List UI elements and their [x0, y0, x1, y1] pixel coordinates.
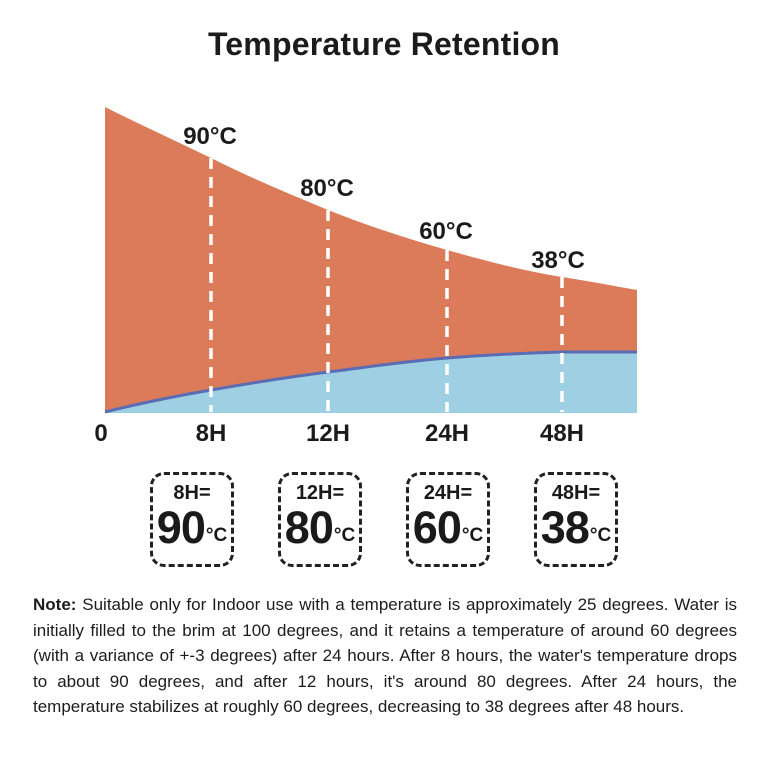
cool-band-edge-line	[104, 350, 637, 414]
area-chart-svg: 90°C 80°C 60°C 38°C 0 8H 12H 24H 48H	[94, 107, 637, 447]
x-tick-12h: 12H	[306, 420, 350, 447]
point-label-38c: 38°C	[531, 247, 585, 274]
page-title: Temperature Retention	[207, 26, 561, 62]
x-tick-0: 0	[94, 420, 107, 447]
callout-48h: 48H= 38 °C	[534, 472, 618, 567]
point-label-60c: 60°C	[419, 218, 473, 245]
temperature-callouts: 8H= 90 °C 12H= 80 °C 24H= 60 °C 48H= 38	[150, 472, 618, 567]
note-label: Note:	[33, 595, 77, 614]
cool-band-area	[105, 352, 637, 413]
note-text: Suitable only for Indoor use with a temp…	[33, 595, 737, 716]
temperature-chart: 90°C 80°C 60°C 38°C 0 8H 12H 24H 48H	[0, 90, 768, 450]
callout-temp-number: 90	[156, 501, 206, 553]
callout-temp-unit: °C	[333, 524, 356, 546]
callout-12h: 12H= 80 °C	[278, 472, 362, 567]
callout-temp-unit: °C	[461, 524, 484, 546]
callout-time-label: 48H=	[551, 481, 601, 504]
callout-value: 60 °C	[412, 501, 484, 560]
usage-note: Note: Suitable only for Indoor use with …	[33, 592, 737, 720]
hot-temperature-area	[105, 107, 637, 413]
point-label-80c: 80°C	[300, 175, 354, 202]
callout-24h: 24H= 60 °C	[406, 472, 490, 567]
point-label-90c: 90°C	[183, 123, 237, 150]
callout-time-label: 24H=	[423, 481, 473, 504]
callout-temp-unit: °C	[589, 524, 612, 546]
x-tick-48h: 48H	[540, 420, 584, 447]
callout-value: 80 °C	[284, 501, 356, 560]
callout-value: 90 °C	[156, 501, 228, 560]
callout-time-label: 8H=	[173, 481, 211, 504]
callout-time-label: 12H=	[295, 481, 345, 504]
x-tick-8h: 8H	[196, 420, 227, 447]
callout-temp-number: 80	[284, 501, 334, 553]
callout-value: 38 °C	[540, 501, 612, 560]
callout-temp-unit: °C	[205, 524, 228, 546]
x-tick-24h: 24H	[425, 420, 469, 447]
callout-temp-number: 38	[540, 501, 590, 553]
callout-temp-number: 60	[412, 501, 462, 553]
callout-8h: 8H= 90 °C	[150, 472, 234, 567]
